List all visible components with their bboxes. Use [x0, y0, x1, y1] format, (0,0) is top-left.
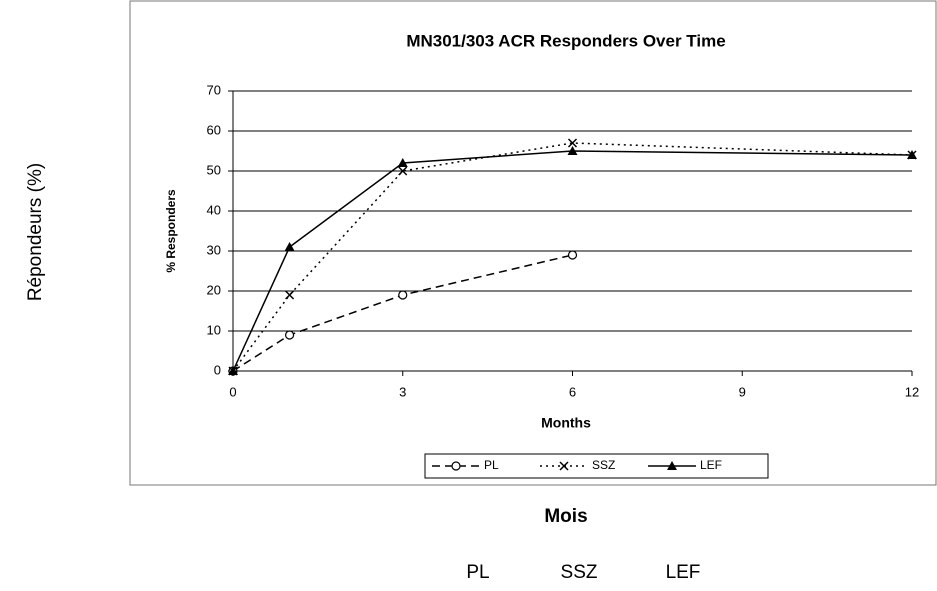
marker — [559, 461, 569, 471]
x-tick-label: 3 — [399, 384, 406, 399]
marker — [397, 158, 408, 167]
y-tick-label: 0 — [214, 362, 221, 377]
bottom-label: PL — [466, 562, 489, 583]
legend-label: LEF — [700, 458, 722, 472]
bottom-label: LEF — [666, 562, 701, 583]
outer-y-label: Répondeurs (%) — [25, 163, 46, 301]
marker — [398, 166, 408, 176]
chart-frame — [129, 0, 937, 486]
marker — [667, 461, 677, 470]
series-line — [232, 142, 913, 372]
x-tick-label: 0 — [229, 384, 236, 399]
marker — [284, 242, 295, 251]
x-tick-label: 9 — [739, 384, 746, 399]
legend-box — [424, 453, 769, 479]
marker — [567, 146, 578, 155]
y-tick-label: 30 — [207, 242, 221, 257]
chart-title: MN301/303 ACR Responders Over Time — [406, 31, 725, 50]
y-tick-label: 40 — [207, 202, 221, 217]
bottom-label: SSZ — [561, 562, 598, 583]
marker — [285, 290, 295, 300]
y-tick-label: 20 — [207, 282, 221, 297]
x-tick-label: 12 — [905, 384, 919, 399]
marker — [451, 461, 461, 471]
y-tick-label: 10 — [207, 322, 221, 337]
legend-label: PL — [484, 458, 499, 472]
marker — [284, 330, 295, 340]
legend-label: SSZ — [592, 458, 615, 472]
x-axis-label: Months — [541, 415, 591, 431]
marker — [567, 250, 578, 260]
marker — [398, 290, 408, 300]
marker — [567, 138, 578, 148]
y-tick-label: 60 — [207, 122, 221, 137]
marker — [907, 150, 917, 159]
series-line — [232, 254, 573, 372]
x-tick-label: 6 — [569, 384, 576, 399]
outer-x-label: Mois — [544, 506, 587, 527]
y-axis-label: % Responders — [164, 189, 178, 273]
y-tick-label: 70 — [207, 82, 221, 97]
series-line — [232, 150, 913, 372]
y-tick-label: 50 — [207, 162, 221, 177]
